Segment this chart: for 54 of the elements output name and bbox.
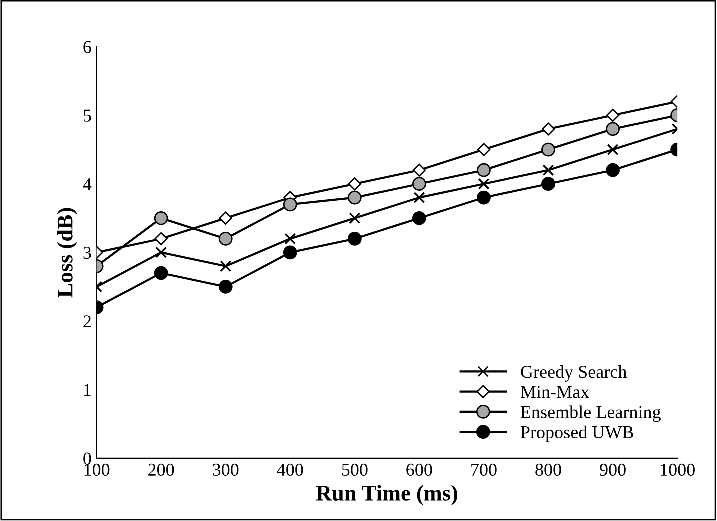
point: [412, 164, 426, 177]
point: [349, 212, 361, 224]
point: [542, 142, 556, 157]
x-tick-label: 100: [84, 464, 110, 476]
point: [607, 144, 619, 156]
point: [542, 164, 554, 176]
legend-label: Proposed UWB: [520, 426, 634, 442]
point: [154, 232, 168, 246]
point: [606, 163, 620, 178]
y-tick-label: 4: [83, 178, 92, 190]
point: [414, 192, 426, 204]
y-axis-title: Loss (dB): [57, 208, 78, 298]
x-tick-label: 900: [600, 464, 626, 476]
y-tick-label: 5: [84, 110, 92, 122]
point: [220, 260, 232, 272]
y-tick-label: 3: [84, 246, 92, 260]
point: [284, 233, 296, 245]
y-tick-label: 2: [84, 316, 91, 328]
x-tick-label: 700: [472, 464, 497, 476]
point: [283, 198, 298, 212]
y-tick-label: 0: [84, 452, 92, 465]
point: [477, 163, 491, 178]
point: [542, 177, 556, 192]
point: [606, 108, 620, 122]
legend-label: Min-Max: [520, 386, 590, 398]
point: [219, 212, 232, 225]
legend-label: Ensemble Learning: [520, 406, 661, 422]
point: [348, 190, 362, 205]
x-tick-label: 500: [342, 464, 368, 476]
point: [412, 211, 426, 226]
y-tick-label: 1: [84, 384, 91, 396]
y-tick-label: 6: [84, 41, 92, 54]
point: [478, 178, 490, 190]
point: [542, 122, 556, 136]
x-tick-label: 200: [148, 464, 174, 476]
point: [412, 177, 426, 192]
legend-label: Greedy Search: [521, 365, 627, 382]
x-tick-label: 600: [406, 464, 432, 476]
point: [477, 190, 491, 205]
point: [348, 178, 362, 191]
point: [218, 232, 233, 246]
point: [218, 280, 233, 294]
point: [154, 211, 168, 226]
point: [156, 246, 168, 258]
x-tick-label: 400: [277, 464, 304, 476]
point: [348, 232, 362, 246]
point: [154, 266, 168, 280]
point: [283, 246, 298, 260]
x-tick-label: 1000: [661, 464, 695, 476]
point: [477, 143, 491, 156]
x-tick-label: 300: [213, 464, 239, 476]
x-tick-label: 800: [536, 464, 562, 476]
point: [606, 122, 620, 136]
x-axis-title: Run Time (ms): [316, 485, 458, 506]
